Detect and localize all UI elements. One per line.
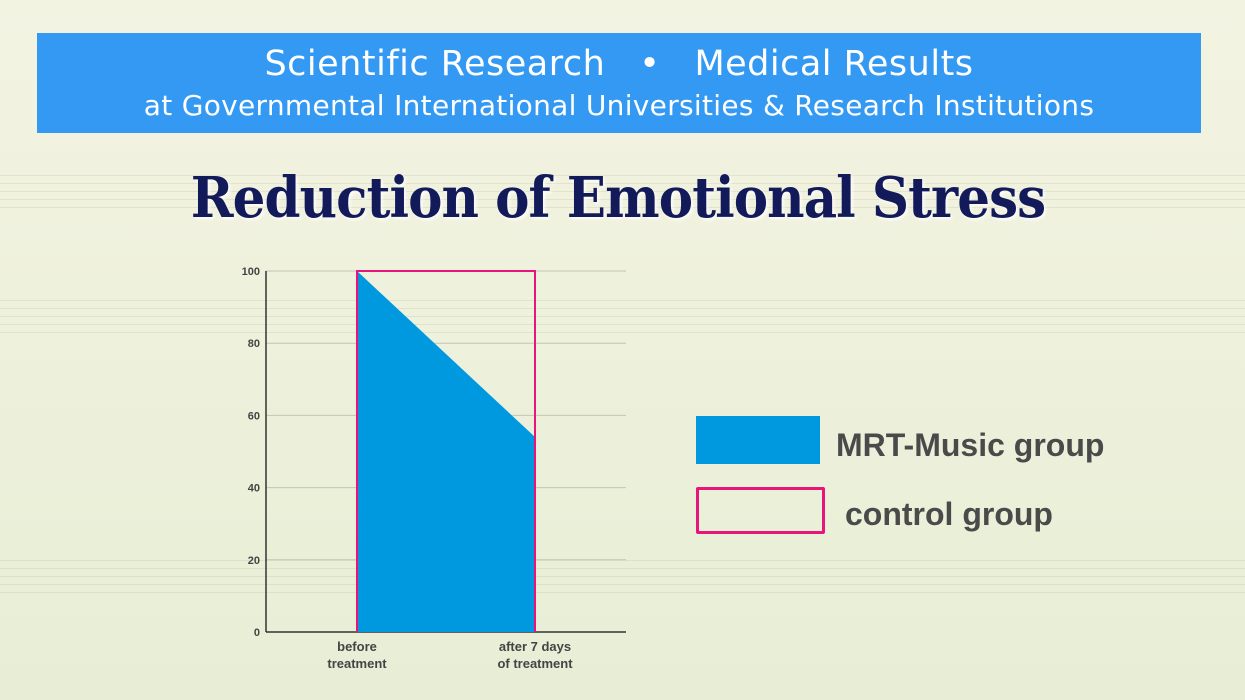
y-tick-label-20: 20 xyxy=(248,555,260,567)
x-tick-label-0: before treatment xyxy=(327,639,387,671)
series-control-outline xyxy=(356,270,536,632)
legend-swatch-control xyxy=(696,487,825,534)
x-tick-label-1: after 7 days of treatment xyxy=(497,639,573,671)
banner-line-1: Scientific Research • Medical Results xyxy=(37,41,1201,87)
legend-swatch-music xyxy=(696,416,820,464)
banner-title-left: Scientific Research xyxy=(264,44,606,84)
banner-title-right: Medical Results xyxy=(694,44,974,84)
legend-label-music: MRT-Music group xyxy=(836,427,1105,463)
y-tick-label-60: 60 xyxy=(248,410,260,422)
y-tick-label-40: 40 xyxy=(248,483,260,495)
series-music-area xyxy=(357,271,535,632)
y-tick-label-80: 80 xyxy=(248,338,260,350)
y-tick-label-100: 100 xyxy=(242,266,260,278)
legend-label-control: control group xyxy=(845,496,1053,532)
banner-line-2: at Governmental International Universiti… xyxy=(143,89,1095,122)
page-title: Reduction of Emotional Stress xyxy=(190,165,1046,231)
y-tick-label-0: 0 xyxy=(254,627,260,639)
header-banner: Scientific Research • Medical Results at G… xyxy=(37,33,1201,133)
banner-separator: • xyxy=(639,44,661,84)
